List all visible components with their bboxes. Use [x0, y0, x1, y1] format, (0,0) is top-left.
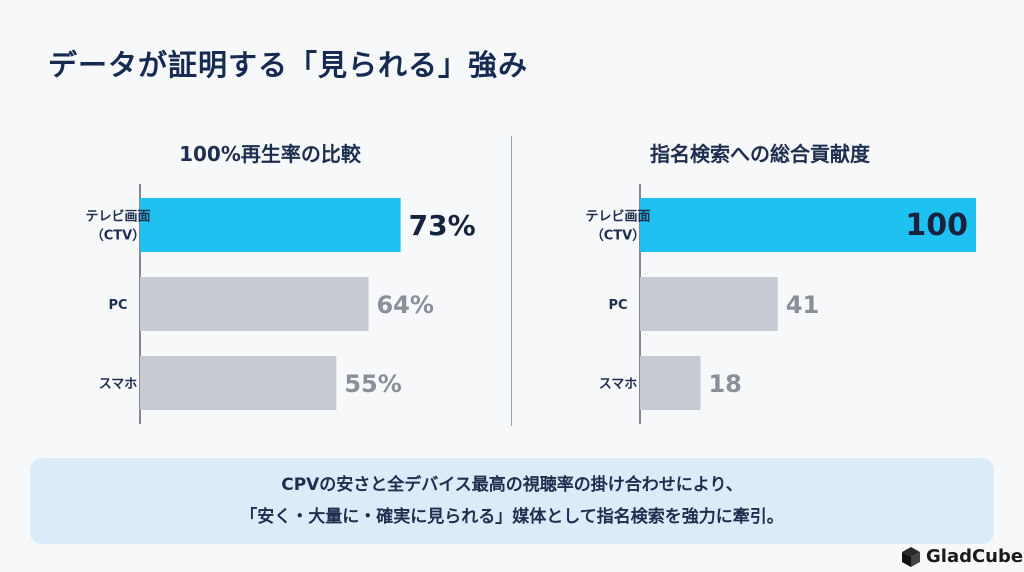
chart-title-completion-rate: 100%再生率の比較 — [179, 142, 361, 166]
bar-1 — [140, 277, 369, 331]
category-label-0: （CTV） — [91, 228, 145, 244]
bar-0 — [140, 198, 401, 252]
value-label-0: 100 — [905, 208, 968, 243]
page-title: データが証明する「見られる」強み — [48, 48, 529, 82]
category-label-1: PC — [608, 298, 627, 313]
chart-divider — [511, 136, 512, 426]
category-label-0: テレビ画面 — [85, 209, 150, 225]
cube-icon — [902, 546, 920, 567]
value-label-2: 18 — [708, 370, 741, 398]
bar-0 — [640, 198, 976, 252]
category-label-2: スマホ — [99, 377, 138, 392]
category-label-2: スマホ — [599, 377, 638, 392]
chart-svg-1: テレビ画面 （CTV） 100 PC 41 スマホ 18 — [585, 184, 976, 424]
search-contribution-chart: テレビ画面 （CTV） 100 PC 41 スマホ 18 — [520, 180, 1000, 428]
summary-line-2: 「安く・大量に・確実に見られる」媒体として指名検索を強力に牽引。 — [240, 507, 784, 527]
logo-text: GladCube — [926, 546, 1024, 567]
value-label-1: 64% — [376, 291, 433, 319]
bar-2 — [640, 356, 701, 410]
category-label-0: テレビ画面 — [585, 209, 650, 225]
bar-2 — [140, 356, 337, 410]
bar-1 — [640, 277, 778, 331]
value-label-1: 41 — [786, 291, 819, 319]
category-label-1: PC — [108, 298, 127, 313]
completion-rate-chart: テレビ画面 （CTV） 73% PC 64% スマホ 55% — [20, 180, 500, 428]
gladcube-logo: GladCube — [902, 546, 1023, 567]
category-label-0: （CTV） — [591, 228, 645, 244]
chart-svg-0: テレビ画面 （CTV） 73% PC 64% スマホ 55% — [85, 184, 476, 424]
summary-line-1: CPVの安さと全デバイス最高の視聴率の掛け合わせにより、 — [281, 475, 743, 495]
summary-banner: CPVの安さと全デバイス最高の視聴率の掛け合わせにより、 「安く・大量に・確実に… — [30, 458, 994, 544]
value-label-2: 55% — [344, 370, 401, 398]
chart-title-search-contribution: 指名検索への総合貢献度 — [650, 142, 870, 166]
value-label-0: 73% — [409, 209, 476, 242]
